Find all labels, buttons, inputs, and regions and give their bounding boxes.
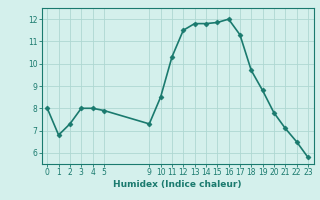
X-axis label: Humidex (Indice chaleur): Humidex (Indice chaleur) [113, 180, 242, 189]
